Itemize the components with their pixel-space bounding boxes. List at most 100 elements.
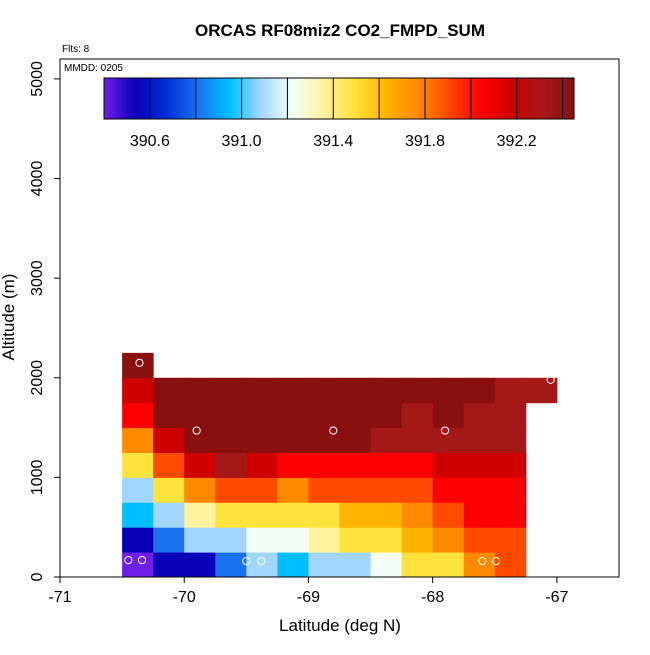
x-axis-label: Latitude (deg N) (279, 616, 401, 635)
heatmap-cell (432, 527, 465, 553)
heatmap-cell (463, 377, 496, 404)
heatmap-cell (153, 552, 185, 578)
heatmap-cell (277, 452, 309, 478)
y-tick-label: 4000 (29, 161, 46, 197)
heatmap-cell (246, 427, 278, 453)
x-tick-label: -70 (173, 589, 196, 606)
flights-annotation: Flts: 8 (62, 44, 90, 55)
heatmap-cell (339, 452, 372, 478)
heatmap-cell (308, 477, 340, 503)
colorbar-tick-label: 391.4 (313, 133, 353, 150)
heatmap-cell (122, 502, 154, 528)
heatmap-cell (463, 502, 496, 528)
heatmap-cell (184, 527, 216, 553)
heatmap-cell (339, 477, 372, 503)
heatmap-cell (308, 377, 340, 404)
heatmap-cell (463, 427, 496, 453)
heatmap-cell (432, 402, 465, 429)
flight-point (124, 555, 133, 565)
heatmap-cell (215, 477, 247, 503)
heatmap-cell (494, 402, 527, 429)
heatmap-cell (370, 527, 403, 553)
heatmap-cell (339, 527, 372, 553)
heatmap-cell (246, 502, 278, 528)
heatmap-cell (184, 502, 216, 528)
heatmap-cell (277, 402, 309, 429)
heatmap-cell (463, 552, 496, 578)
heatmap-cell (370, 377, 403, 404)
heatmap-cell (525, 377, 558, 404)
heatmap-cell (463, 402, 496, 429)
colorbar-gradient (104, 78, 574, 119)
heatmap-cell (463, 452, 496, 478)
heatmap-cell (277, 502, 309, 528)
heatmap-cell (370, 502, 403, 528)
heatmap-cell (308, 502, 340, 528)
colorbar-tick-label: 390.6 (130, 133, 170, 150)
heatmap-cell (215, 552, 247, 578)
heatmap-cell (370, 402, 403, 429)
heatmap-cell (494, 502, 527, 528)
heatmap-cell (246, 402, 278, 429)
flight-point (242, 556, 251, 566)
y-tick-label: 1000 (29, 459, 46, 495)
heatmap-cell (153, 452, 185, 478)
heatmap-cell (339, 402, 372, 429)
flight-point (137, 555, 147, 565)
heatmap-cells (122, 352, 558, 578)
heatmap-cell (308, 452, 340, 478)
heatmap-cell (308, 552, 340, 578)
heatmap-cell (401, 377, 434, 404)
heatmap-cell (215, 427, 247, 453)
heatmap-cell (184, 477, 216, 503)
heatmap-cell (153, 477, 185, 503)
colorbar-tick-label: 392.2 (497, 133, 537, 150)
y-tick-label: 2000 (29, 360, 46, 396)
x-tick-label: -68 (421, 589, 444, 606)
heatmap-cell (184, 402, 216, 429)
x-tick-label: -67 (545, 589, 568, 606)
flight-point (329, 426, 338, 435)
heatmap-cell (215, 377, 247, 404)
heatmap-cell (122, 427, 154, 453)
heatmap-cell (246, 452, 278, 478)
heatmap-cell (308, 402, 340, 429)
heatmap-cell (339, 502, 372, 528)
colorbar-tick-label: 391.8 (405, 133, 445, 150)
heatmap-cell (122, 527, 154, 553)
heatmap-cell (432, 452, 465, 478)
flight-point (257, 556, 266, 566)
heatmap-cell (401, 552, 434, 578)
flight-point (192, 426, 201, 435)
flight-point (546, 375, 555, 384)
x-tick-label: -71 (48, 589, 71, 606)
heatmap-cell (122, 552, 154, 578)
x-tick-label: -69 (297, 589, 320, 606)
heatmap-cell (215, 502, 247, 528)
date-annotation: MMDD: 0205 (64, 63, 123, 74)
heatmap-cell (122, 402, 154, 429)
heatmap-cell (184, 452, 216, 478)
heatmap-cell (370, 427, 403, 453)
flight-point (135, 358, 144, 367)
heatmap-cell (401, 502, 434, 528)
heatmap-cell (308, 427, 340, 453)
heatmap-cell (277, 427, 309, 453)
heatmap-cell (277, 377, 309, 404)
flight-point (440, 426, 450, 435)
heatmap-cell (494, 427, 527, 453)
y-tick-label: 0 (29, 572, 46, 581)
y-tick-label: 3000 (29, 260, 46, 296)
heatmap-cell (308, 527, 340, 553)
heatmap-cell (494, 452, 527, 478)
heatmap-cell (153, 502, 185, 528)
heatmap-cell (370, 452, 403, 478)
heatmap-cell (432, 477, 465, 503)
colorbar-frame (103, 77, 575, 120)
heatmap-cell (401, 427, 434, 453)
colorbar: 390.6 391.0 391.4 391.8 392.2 (103, 77, 575, 150)
heatmap-cell (122, 352, 154, 379)
heatmap-cell (432, 377, 465, 404)
heatmap-cell (215, 452, 247, 478)
